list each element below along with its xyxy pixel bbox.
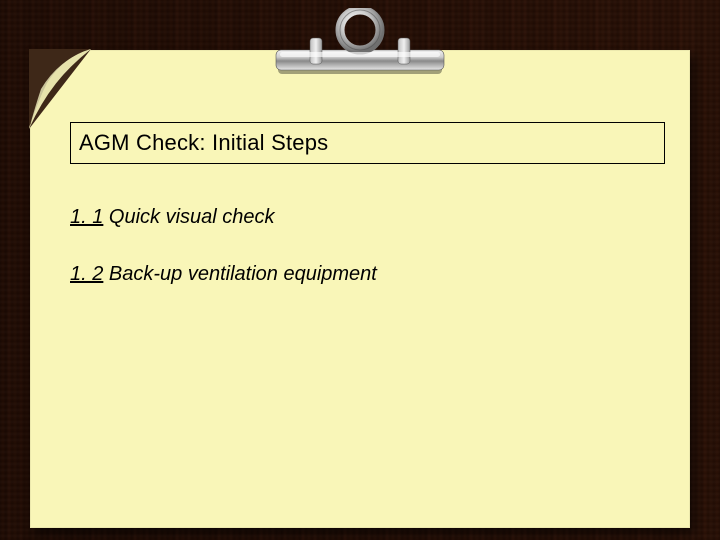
list-item: 1. 1 Quick visual check <box>70 206 650 229</box>
list-item: 1. 2 Back-up ventilation equipment <box>70 263 650 286</box>
item-number: 1. 1 <box>70 206 103 228</box>
slide-title: AGM Check: Initial Steps <box>79 130 328 156</box>
item-list: 1. 1 Quick visual check 1. 2 Back-up ven… <box>70 206 650 320</box>
title-bar: AGM Check: Initial Steps <box>70 122 665 164</box>
item-text: Quick visual check <box>109 206 275 228</box>
item-number: 1. 2 <box>70 263 103 285</box>
item-text: Back-up ventilation equipment <box>109 263 377 285</box>
clipboard-paper: AGM Check: Initial Steps 1. 1 Quick visu… <box>30 50 690 528</box>
